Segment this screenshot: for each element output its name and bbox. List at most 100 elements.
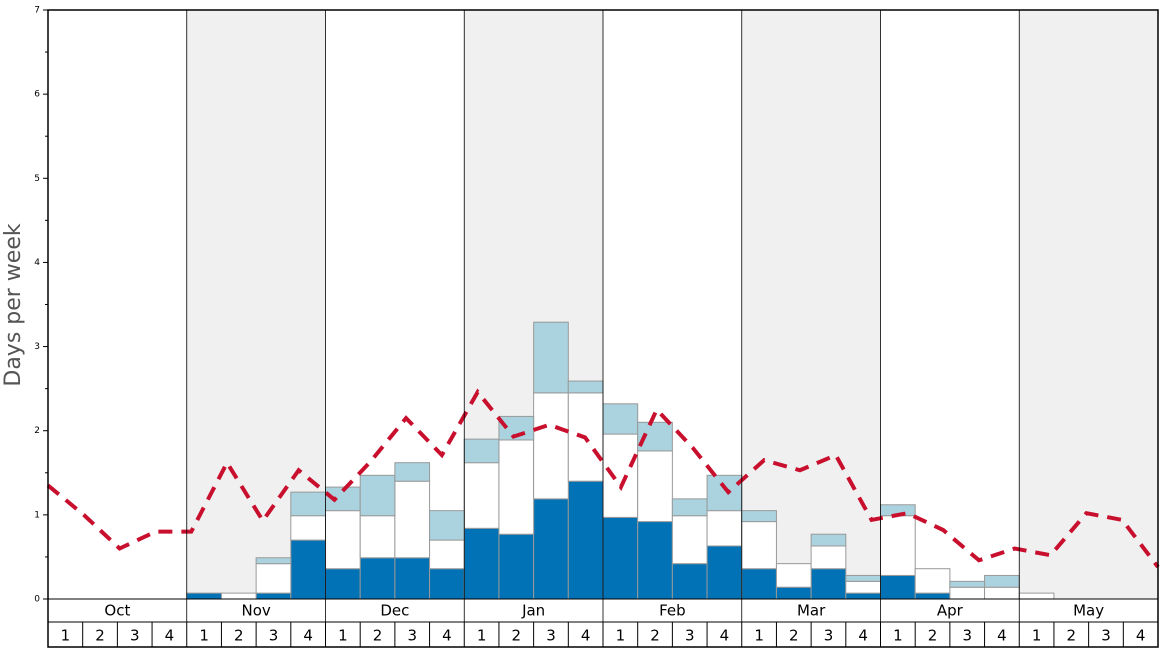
y-axis-label: Days per week	[1, 223, 26, 386]
bar-segment	[394, 557, 431, 600]
bar-segment	[290, 491, 326, 517]
bar-segment	[429, 510, 465, 541]
bar-segment	[706, 474, 743, 512]
bar-segment	[1018, 592, 1055, 600]
bar-segment	[671, 563, 708, 600]
bar-segment	[810, 545, 847, 570]
bar-segment	[533, 321, 569, 394]
bar-segment	[463, 462, 500, 529]
month-label: Oct	[104, 602, 130, 620]
week-label: 2	[1067, 627, 1077, 645]
month-band	[1019, 10, 1158, 599]
bar-segment	[671, 515, 708, 565]
bar-segment	[463, 527, 500, 600]
line-series	[46, 388, 1160, 569]
bar-segment	[949, 580, 986, 588]
bar-segment	[741, 568, 777, 600]
bar-segment	[845, 580, 881, 594]
week-label: 1	[893, 627, 903, 645]
bar-segment	[949, 586, 986, 600]
month-label: Apr	[937, 602, 964, 620]
y-tick-label: 0	[34, 595, 40, 605]
week-label: 2	[234, 627, 244, 645]
month-label: Nov	[241, 602, 270, 620]
week-label: 2	[512, 627, 522, 645]
week-label: 2	[928, 627, 938, 645]
y-tick-label: 5	[34, 174, 40, 184]
bar-segment	[602, 433, 639, 518]
bar-segment	[810, 568, 847, 600]
week-label: 3	[130, 627, 140, 645]
week-label: 1	[754, 627, 764, 645]
bar-segment	[394, 462, 431, 482]
bar-segment	[220, 592, 257, 600]
bar-segment	[880, 515, 916, 576]
week-label: 3	[685, 627, 695, 645]
week-label: 4	[997, 627, 1007, 645]
bar-segment	[498, 439, 535, 535]
bar-segment	[255, 563, 292, 594]
week-label: 4	[720, 627, 730, 645]
bar-segment	[706, 510, 743, 547]
week-label: 3	[962, 627, 972, 645]
month-label: Mar	[797, 602, 826, 620]
week-label: 3	[824, 627, 834, 645]
bar-segment	[741, 510, 777, 523]
week-label: 4	[165, 627, 175, 645]
bar-segment	[325, 510, 361, 570]
bar-segment	[775, 563, 812, 588]
bar-segment	[359, 474, 396, 517]
bar-segment	[914, 568, 951, 594]
bar-segment	[880, 574, 916, 600]
week-label: 2	[650, 627, 660, 645]
bar-segment	[255, 557, 292, 565]
bar-segment	[394, 480, 431, 559]
week-label: 4	[442, 627, 452, 645]
bar-segment	[810, 533, 847, 547]
bar-segment	[741, 521, 777, 570]
week-label: 1	[338, 627, 348, 645]
week-label: 4	[303, 627, 313, 645]
bar-segment	[186, 592, 222, 600]
bar-segment	[463, 438, 500, 464]
week-label: 2	[373, 627, 383, 645]
bar-segment	[290, 515, 326, 541]
week-label: 4	[1136, 627, 1146, 645]
bar-segment	[602, 516, 639, 600]
month-label: Feb	[659, 602, 686, 620]
bar-segment	[845, 592, 881, 600]
bar-segment	[775, 586, 812, 600]
y-tick-label: 1	[34, 510, 40, 520]
bar-segment	[290, 539, 326, 600]
bar-segment	[359, 557, 396, 600]
bar-segment	[498, 533, 535, 600]
bar-segment	[429, 568, 465, 600]
y-tick-label: 2	[34, 426, 40, 436]
bar-segment	[325, 568, 361, 600]
bar-segment	[359, 515, 396, 559]
y-tick-label: 3	[34, 342, 40, 352]
bar-segment	[637, 521, 673, 600]
bar-segment	[567, 480, 604, 600]
week-label: 1	[199, 627, 209, 645]
bar-segment	[602, 403, 639, 435]
week-label: 3	[269, 627, 279, 645]
week-label: 2	[789, 627, 799, 645]
bar-segment	[255, 592, 292, 600]
week-label: 1	[61, 627, 71, 645]
week-label: 1	[477, 627, 487, 645]
bar-segment	[706, 545, 743, 600]
week-label: 3	[1101, 627, 1111, 645]
month-label: Jan	[521, 602, 545, 620]
week-label: 1	[616, 627, 626, 645]
week-label: 1	[1032, 627, 1042, 645]
bar-segment	[984, 586, 1020, 600]
bar-segment	[533, 392, 569, 500]
month-label: Dec	[380, 602, 409, 620]
y-tick-label: 7	[34, 6, 40, 16]
week-label: 4	[581, 627, 591, 645]
bar-segment	[845, 574, 881, 582]
week-label: 4	[858, 627, 868, 645]
bar-segment	[671, 498, 708, 517]
